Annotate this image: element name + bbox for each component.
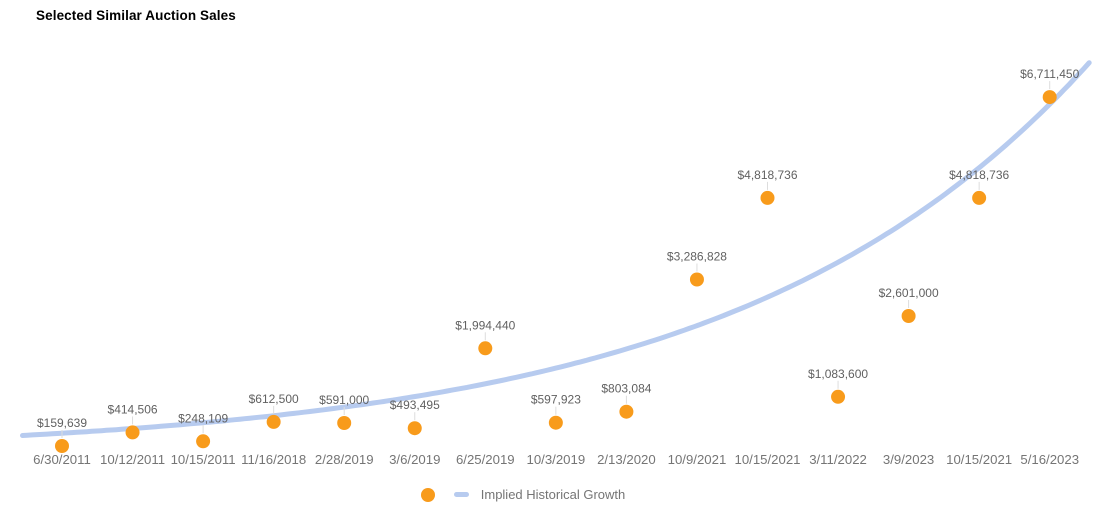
- x-axis-label: 6/30/2011: [33, 452, 91, 467]
- data-point[interactable]: [407, 421, 422, 436]
- value-label: $493,495: [390, 398, 440, 412]
- x-axis-label: 10/15/2011: [171, 452, 236, 467]
- data-point[interactable]: [548, 415, 563, 430]
- data-point[interactable]: [125, 425, 140, 440]
- x-axis-label: 2/28/2019: [315, 452, 374, 467]
- data-point[interactable]: [689, 272, 704, 287]
- data-point[interactable]: [831, 389, 846, 404]
- value-label: $803,084: [601, 382, 651, 396]
- value-label: $248,109: [178, 411, 228, 425]
- value-label: $1,994,440: [455, 318, 515, 332]
- chart-legend: Implied Historical Growth: [0, 487, 1073, 502]
- data-point[interactable]: [55, 439, 69, 453]
- value-label: $1,083,600: [808, 367, 868, 381]
- x-axis-label: 3/11/2022: [809, 452, 867, 467]
- trend-line-legend-dash-icon: [453, 492, 469, 497]
- value-label: $591,000: [319, 393, 369, 407]
- chart-title: Selected Similar Auction Sales: [36, 8, 236, 23]
- data-point[interactable]: [901, 309, 916, 323]
- value-label: $4,818,736: [737, 168, 797, 182]
- value-label: $2,601,000: [879, 286, 939, 300]
- value-label: $4,818,736: [949, 168, 1009, 182]
- value-label: $6,711,450: [1020, 67, 1079, 81]
- x-axis-label: 10/15/2021: [946, 452, 1012, 467]
- value-label: $612,500: [249, 392, 299, 406]
- data-point[interactable]: [760, 190, 775, 205]
- data-point[interactable]: [196, 434, 211, 449]
- x-axis-label: 3/9/2023: [883, 452, 934, 467]
- sales-series-legend-dot-icon: [420, 487, 435, 502]
- x-axis-label: 10/3/2019: [527, 452, 586, 467]
- trend-line-legend-label: Implied Historical Growth: [480, 487, 626, 502]
- x-axis-label: 6/25/2019: [456, 452, 515, 467]
- value-label: $159,639: [37, 416, 87, 430]
- data-point[interactable]: [337, 416, 352, 430]
- x-axis-label: 10/15/2021: [734, 452, 800, 467]
- x-axis-label: 10/9/2021: [668, 452, 727, 467]
- data-point[interactable]: [478, 341, 493, 356]
- data-point[interactable]: [619, 404, 634, 419]
- data-point[interactable]: [1042, 90, 1057, 105]
- value-label: $597,923: [531, 393, 581, 407]
- x-axis-label: 2/13/2020: [597, 452, 656, 467]
- value-label: $3,286,828: [667, 250, 727, 264]
- trend-line: [20, 60, 1092, 438]
- x-axis-label: 3/6/2019: [389, 452, 440, 467]
- data-point[interactable]: [972, 190, 987, 205]
- value-label: $414,506: [108, 402, 158, 416]
- x-axis-label: 11/16/2018: [241, 452, 306, 467]
- x-axis-label: 10/12/2011: [100, 452, 165, 467]
- data-point[interactable]: [266, 414, 281, 429]
- x-axis-label: 5/16/2023: [1020, 452, 1079, 467]
